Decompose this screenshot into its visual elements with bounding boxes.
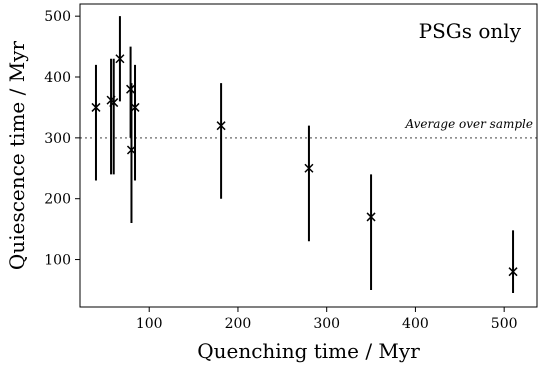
- y-tick-label: 300: [44, 131, 71, 147]
- data-point: [216, 83, 226, 199]
- plot-frame: [79, 3, 538, 308]
- x-marker: [508, 267, 518, 277]
- x-tick-label: 300: [313, 316, 340, 332]
- x-marker: [304, 163, 314, 173]
- data-point: [109, 58, 119, 175]
- data-point: [115, 16, 125, 102]
- y-axis-label: Quiescence time / Myr: [5, 41, 29, 271]
- y-tick-label: 400: [44, 70, 71, 86]
- x-marker: [115, 54, 125, 64]
- data-point: [304, 125, 314, 242]
- y-tick-label: 200: [44, 192, 71, 208]
- data-point: [508, 230, 518, 294]
- y-tick-label: 500: [44, 9, 71, 25]
- data-point: [91, 64, 101, 181]
- x-marker: [109, 98, 119, 108]
- x-tick-label: 500: [491, 316, 518, 332]
- y-tick-label: 100: [44, 253, 71, 269]
- x-tick-label: 100: [136, 316, 163, 332]
- x-marker: [366, 212, 376, 222]
- x-axis-label: Quenching time / Myr: [197, 339, 420, 363]
- x-marker: [130, 102, 140, 112]
- x-tick-label: 200: [225, 316, 252, 332]
- x-tick-label: 400: [402, 316, 429, 332]
- annotation-label: PSGs only: [419, 19, 522, 43]
- data-points-layer: [91, 16, 518, 294]
- x-marker: [216, 121, 226, 131]
- x-marker: [91, 102, 101, 112]
- data-point: [366, 174, 376, 290]
- reference-line-label: Average over sample: [404, 117, 533, 131]
- ticks-layer: 100 200 300 400 500 100 200 300 400 500: [44, 9, 517, 332]
- data-point: [130, 64, 140, 181]
